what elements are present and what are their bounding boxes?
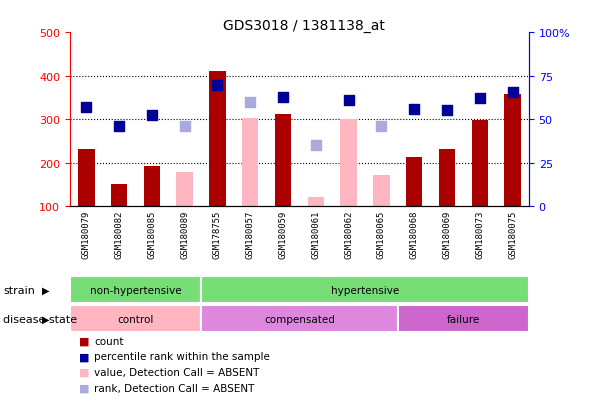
Text: strain: strain [3,285,35,295]
Text: count: count [94,336,124,346]
Text: GSM180079: GSM180079 [82,210,91,258]
Text: GSM180075: GSM180075 [508,210,517,258]
Bar [242,119,258,206]
Point [409,107,419,113]
Point [376,123,386,130]
Text: ▶: ▶ [42,314,49,324]
Bar [275,114,291,206]
Point [81,104,91,111]
Point [278,95,288,102]
Text: ▶: ▶ [42,285,49,295]
Point [344,97,353,104]
Bar [505,95,521,206]
Bar [406,157,423,206]
Bar [70,306,201,332]
Text: GSM180065: GSM180065 [377,210,386,258]
Text: GSM180069: GSM180069 [443,210,452,258]
Text: GSM180061: GSM180061 [311,210,320,258]
Text: GSM180059: GSM180059 [278,210,288,258]
Point [442,108,452,114]
Text: hypertensive: hypertensive [331,285,399,295]
Text: GSM180073: GSM180073 [475,210,485,258]
Bar [340,120,357,206]
Text: GSM180057: GSM180057 [246,210,255,258]
Bar [78,150,94,206]
Text: non-hypertensive: non-hypertensive [90,285,181,295]
Text: ■: ■ [79,367,89,377]
Text: ■: ■ [79,336,89,346]
Text: GSM180062: GSM180062 [344,210,353,258]
Bar [70,277,201,304]
Text: percentile rank within the sample: percentile rank within the sample [94,351,270,361]
Text: GSM180068: GSM180068 [410,210,419,258]
Bar [373,175,390,206]
Text: GDS3018 / 1381138_at: GDS3018 / 1381138_at [223,19,385,33]
Text: GSM178755: GSM178755 [213,210,222,258]
Bar [472,121,488,206]
Bar [308,198,324,206]
Text: failure: failure [447,314,480,324]
Point [246,99,255,106]
Point [508,90,517,96]
Bar [201,277,529,304]
Text: GSM180085: GSM180085 [147,210,156,258]
Bar [176,173,193,206]
Text: compensated: compensated [264,314,335,324]
Bar [209,72,226,206]
Text: value, Detection Call = ABSENT: value, Detection Call = ABSENT [94,367,260,377]
Bar [143,166,160,206]
Point [180,123,190,130]
Point [311,142,320,149]
Text: rank, Detection Call = ABSENT: rank, Detection Call = ABSENT [94,383,255,393]
Point [475,96,485,102]
Text: GSM180089: GSM180089 [180,210,189,258]
Text: ■: ■ [79,351,89,361]
Text: ■: ■ [79,383,89,393]
Bar [398,306,529,332]
Point [213,83,223,89]
Bar [439,149,455,206]
Point [114,123,124,130]
Text: control: control [117,314,154,324]
Text: GSM180082: GSM180082 [114,210,123,258]
Bar [111,185,127,206]
Bar [201,306,398,332]
Point [147,112,157,119]
Text: disease state: disease state [3,314,77,324]
